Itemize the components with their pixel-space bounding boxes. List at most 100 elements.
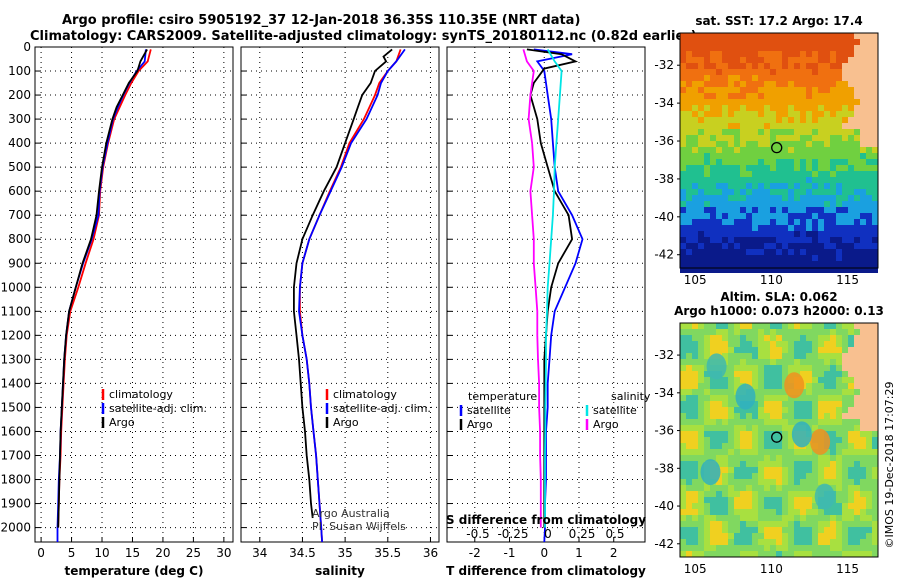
map-cell bbox=[746, 213, 752, 219]
map-cell bbox=[734, 189, 740, 195]
map-cell bbox=[698, 261, 704, 267]
map-cell bbox=[824, 329, 830, 335]
map-cell bbox=[872, 413, 878, 419]
map-cell bbox=[710, 249, 716, 255]
map-cell bbox=[686, 449, 692, 455]
argo-location-marker bbox=[771, 431, 783, 443]
map-cell bbox=[746, 449, 752, 455]
map-cell bbox=[848, 503, 854, 509]
map-cell bbox=[830, 111, 836, 117]
map-cell bbox=[872, 443, 878, 449]
map-cell bbox=[758, 189, 764, 195]
map-cell bbox=[866, 407, 872, 413]
map-cell bbox=[680, 129, 686, 135]
map-cell bbox=[848, 527, 854, 533]
map-cell bbox=[848, 81, 854, 87]
map-cell bbox=[692, 347, 698, 353]
map-cell bbox=[758, 57, 764, 63]
map-cell bbox=[788, 207, 794, 213]
map-cell bbox=[788, 491, 794, 497]
map-cell bbox=[854, 521, 860, 527]
map-cell bbox=[764, 195, 770, 201]
map-cell bbox=[764, 39, 770, 45]
map-cell bbox=[704, 171, 710, 177]
map-cell bbox=[746, 249, 752, 255]
map-cell bbox=[686, 129, 692, 135]
map-cell bbox=[788, 135, 794, 141]
map-cell bbox=[686, 87, 692, 93]
map-cell bbox=[872, 267, 878, 273]
map-cell bbox=[818, 231, 824, 237]
map-cell bbox=[752, 401, 758, 407]
map-cell bbox=[842, 335, 848, 341]
map-cell bbox=[788, 237, 794, 243]
map-cell bbox=[806, 365, 812, 371]
map-cell bbox=[746, 551, 752, 557]
map-cell bbox=[806, 401, 812, 407]
map-cell bbox=[704, 509, 710, 515]
map-cell bbox=[752, 63, 758, 69]
map-cell bbox=[764, 201, 770, 207]
map-cell bbox=[752, 57, 758, 63]
map-cell bbox=[686, 515, 692, 521]
series-line-argo bbox=[293, 48, 393, 519]
map-cell bbox=[788, 443, 794, 449]
map-cell bbox=[716, 491, 722, 497]
map-cell bbox=[710, 141, 716, 147]
map-cell bbox=[824, 243, 830, 249]
map-cell bbox=[830, 123, 836, 129]
map-cell bbox=[872, 425, 878, 431]
map-cell bbox=[872, 377, 878, 383]
map-cell bbox=[818, 99, 824, 105]
map-cell bbox=[728, 117, 734, 123]
map-cell bbox=[746, 201, 752, 207]
map-cell bbox=[716, 87, 722, 93]
map-cell bbox=[872, 437, 878, 443]
map-cell bbox=[806, 449, 812, 455]
map-cell bbox=[770, 455, 776, 461]
map-cell bbox=[728, 105, 734, 111]
map-cell bbox=[842, 497, 848, 503]
map-cell bbox=[788, 87, 794, 93]
map-cell bbox=[758, 261, 764, 267]
map-cell bbox=[866, 45, 872, 51]
map-cell bbox=[800, 461, 806, 467]
map-cell bbox=[704, 99, 710, 105]
chart-title-line2: Climatology: CARS2009. Satellite-adjuste… bbox=[30, 29, 697, 44]
map-cell bbox=[764, 63, 770, 69]
map-cell bbox=[758, 111, 764, 117]
y-tick-label: 600 bbox=[8, 184, 31, 198]
map-cell bbox=[740, 201, 746, 207]
map-cell bbox=[710, 509, 716, 515]
map-cell bbox=[698, 231, 704, 237]
map-cell bbox=[710, 69, 716, 75]
map-cell bbox=[734, 207, 740, 213]
map-cell bbox=[854, 473, 860, 479]
map-cell bbox=[812, 129, 818, 135]
map-cell bbox=[680, 395, 686, 401]
map-cell bbox=[758, 539, 764, 545]
map-cell bbox=[698, 57, 704, 63]
map-cell bbox=[872, 455, 878, 461]
map-cell bbox=[740, 449, 746, 455]
map-cell bbox=[776, 383, 782, 389]
map-cell bbox=[692, 551, 698, 557]
map-cell bbox=[794, 123, 800, 129]
map-cell bbox=[728, 267, 734, 273]
map-cell bbox=[800, 141, 806, 147]
map-cell bbox=[770, 515, 776, 521]
map-cell bbox=[746, 87, 752, 93]
map-cell bbox=[818, 461, 824, 467]
map-cell bbox=[704, 437, 710, 443]
map-cell bbox=[806, 479, 812, 485]
map-cell bbox=[830, 243, 836, 249]
map-cell bbox=[842, 461, 848, 467]
map-cell bbox=[770, 449, 776, 455]
map-cell bbox=[806, 413, 812, 419]
map-cell bbox=[782, 237, 788, 243]
map-cell bbox=[836, 111, 842, 117]
map-cell bbox=[716, 177, 722, 183]
map-cell bbox=[872, 249, 878, 255]
map-cell bbox=[728, 389, 734, 395]
map-cell bbox=[746, 371, 752, 377]
